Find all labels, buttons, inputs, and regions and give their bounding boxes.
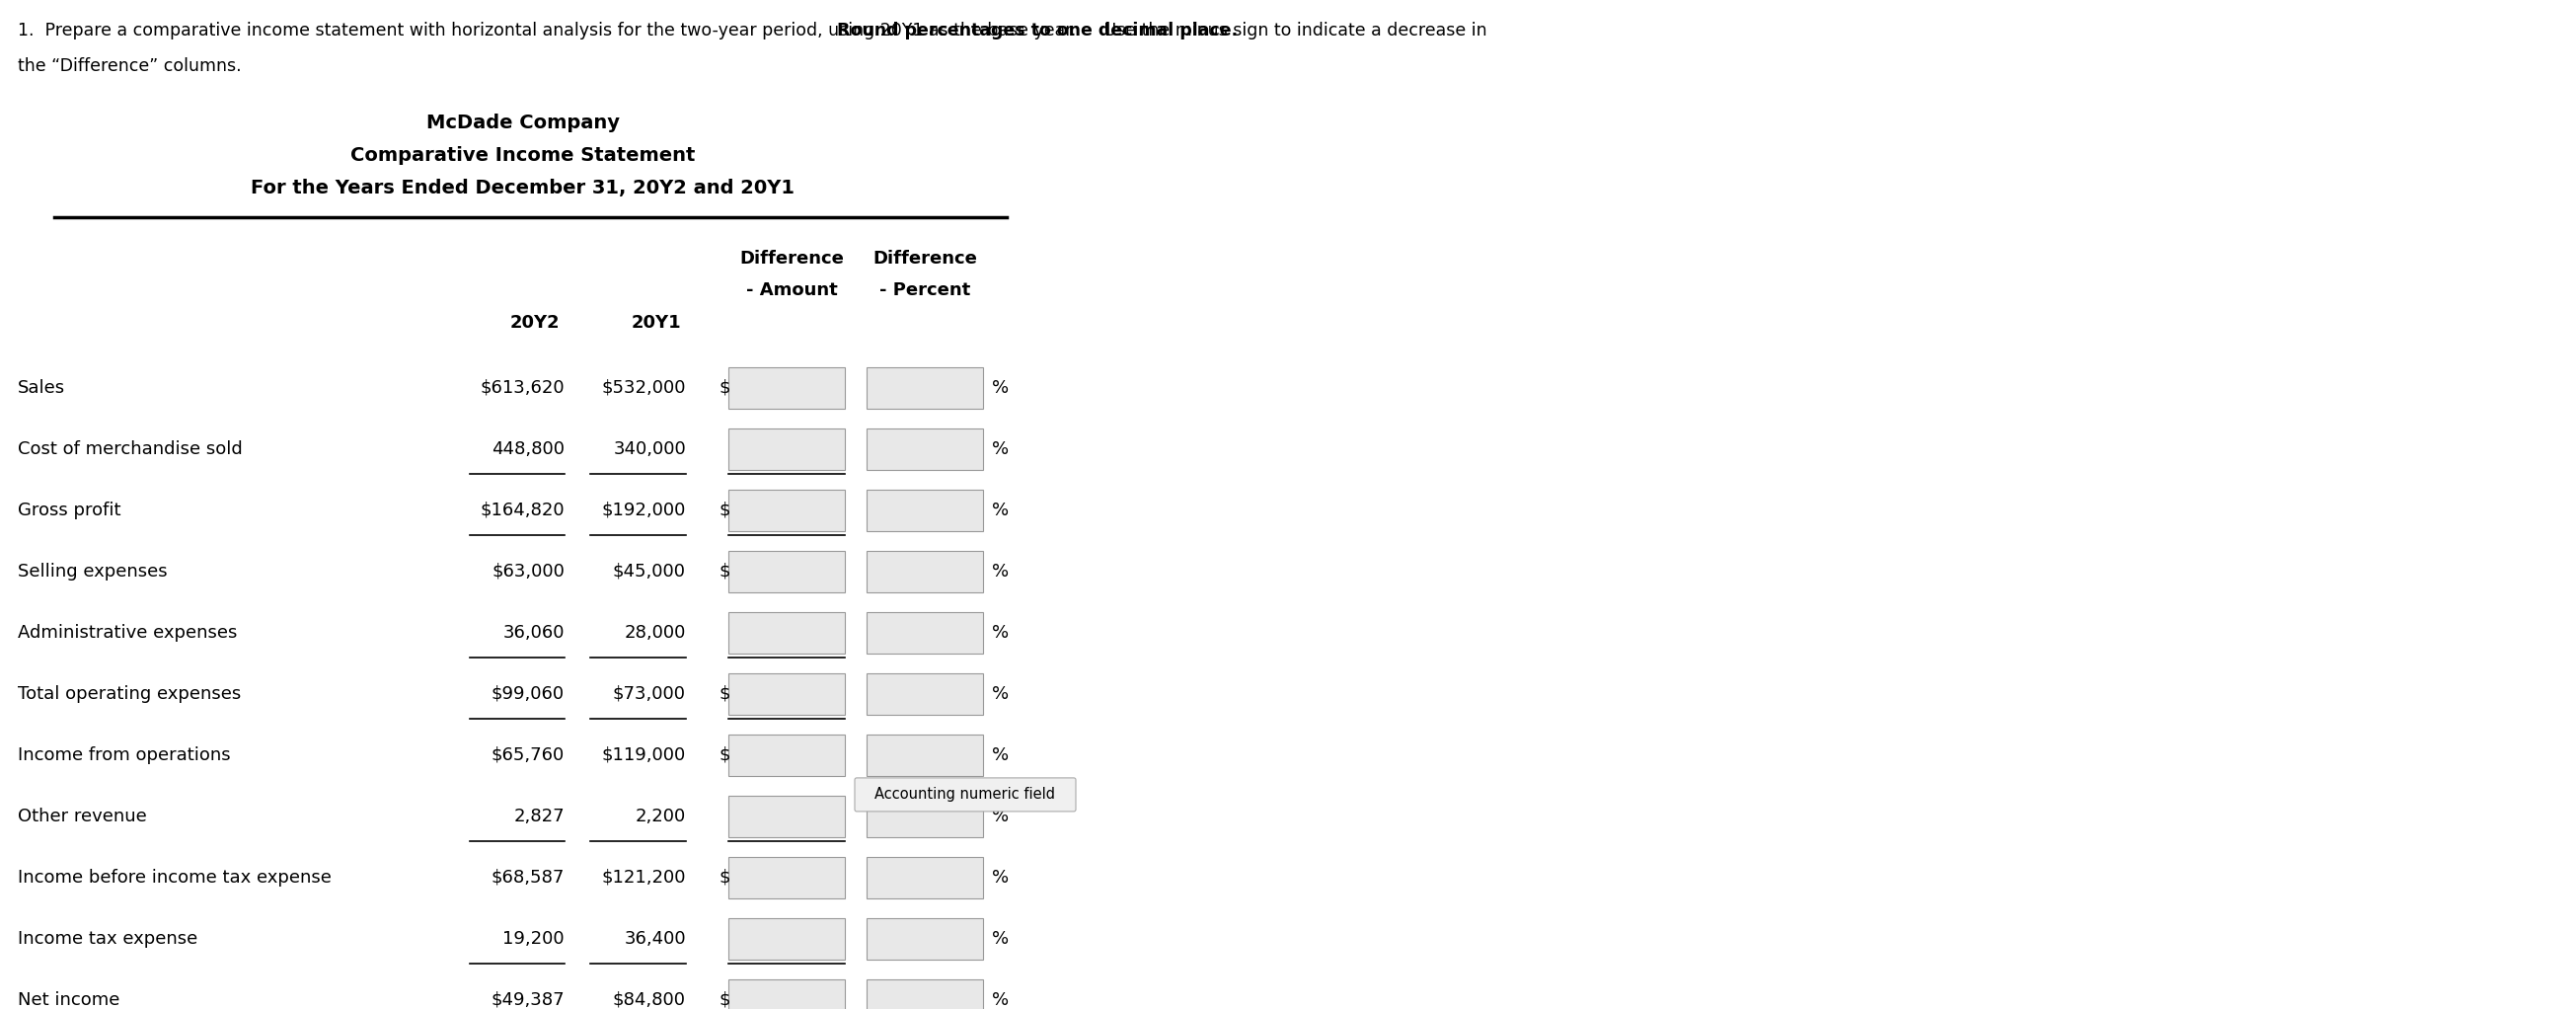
Text: $119,000: $119,000 (603, 747, 685, 764)
Bar (866, 918, 984, 960)
Text: $121,200: $121,200 (603, 869, 685, 887)
Text: $192,000: $192,000 (603, 501, 685, 520)
Text: Net income: Net income (18, 991, 121, 1009)
Bar (866, 489, 984, 531)
Text: Difference: Difference (739, 250, 845, 267)
Bar (866, 857, 984, 898)
Text: McDade Company: McDade Company (428, 114, 621, 132)
Bar (729, 429, 845, 470)
Bar (729, 980, 845, 1009)
Text: Gross profit: Gross profit (18, 501, 121, 520)
Text: 28,000: 28,000 (623, 624, 685, 642)
Bar (866, 980, 984, 1009)
Text: %: % (992, 685, 1010, 703)
Text: Income before income tax expense: Income before income tax expense (18, 869, 332, 887)
Bar (729, 551, 845, 592)
Text: 20Y1: 20Y1 (631, 314, 680, 332)
Text: Selling expenses: Selling expenses (18, 563, 167, 580)
Text: Use the minus sign to indicate a decrease in: Use the minus sign to indicate a decreas… (1097, 22, 1486, 39)
Text: 36,400: 36,400 (623, 930, 685, 947)
Text: %: % (992, 563, 1010, 580)
Text: $: $ (719, 747, 729, 764)
Bar (729, 367, 845, 409)
Text: For the Years Ended December 31, 20Y2 and 20Y1: For the Years Ended December 31, 20Y2 an… (252, 179, 796, 198)
Text: 448,800: 448,800 (492, 440, 564, 458)
Text: $99,060: $99,060 (492, 685, 564, 703)
Text: %: % (992, 379, 1010, 397)
Bar (729, 918, 845, 960)
Text: $: $ (719, 501, 729, 520)
Text: $84,800: $84,800 (613, 991, 685, 1009)
Text: Round percentages to one decimal place.: Round percentages to one decimal place. (837, 22, 1236, 39)
Bar (866, 551, 984, 592)
Text: $65,760: $65,760 (492, 747, 564, 764)
Text: $73,000: $73,000 (613, 685, 685, 703)
Text: $63,000: $63,000 (492, 563, 564, 580)
Bar (866, 367, 984, 409)
Text: $613,620: $613,620 (479, 379, 564, 397)
Text: $68,587: $68,587 (492, 869, 564, 887)
Text: %: % (992, 501, 1010, 520)
Text: $: $ (719, 685, 729, 703)
Text: Sales: Sales (18, 379, 64, 397)
Bar (866, 612, 984, 654)
Bar (729, 489, 845, 531)
Text: Administrative expenses: Administrative expenses (18, 624, 237, 642)
Text: %: % (992, 440, 1010, 458)
Bar (866, 796, 984, 837)
Bar (866, 429, 984, 470)
Text: $45,000: $45,000 (613, 563, 685, 580)
Text: 20Y2: 20Y2 (510, 314, 559, 332)
Text: Difference: Difference (873, 250, 976, 267)
Text: the “Difference” columns.: the “Difference” columns. (18, 58, 242, 75)
Text: 1.  Prepare a comparative income statement with horizontal analysis for the two-: 1. Prepare a comparative income statemen… (18, 22, 1082, 39)
Bar (729, 612, 845, 654)
Text: %: % (992, 869, 1010, 887)
Text: %: % (992, 807, 1010, 825)
Text: $164,820: $164,820 (479, 501, 564, 520)
Text: %: % (992, 747, 1010, 764)
Text: $532,000: $532,000 (603, 379, 685, 397)
Text: 2,827: 2,827 (513, 807, 564, 825)
Text: Income from operations: Income from operations (18, 747, 232, 764)
Text: $: $ (719, 379, 729, 397)
Text: - Amount: - Amount (747, 282, 837, 299)
Bar (729, 857, 845, 898)
Text: Income tax expense: Income tax expense (18, 930, 198, 947)
FancyBboxPatch shape (855, 778, 1077, 811)
Bar (729, 673, 845, 714)
Text: $49,387: $49,387 (492, 991, 564, 1009)
Text: %: % (992, 930, 1010, 947)
Bar (729, 796, 845, 837)
Text: Accounting numeric field: Accounting numeric field (876, 787, 1056, 802)
Text: $: $ (719, 991, 729, 1009)
Text: 19,200: 19,200 (502, 930, 564, 947)
Text: Total operating expenses: Total operating expenses (18, 685, 242, 703)
Text: $: $ (719, 869, 729, 887)
Text: 2,200: 2,200 (636, 807, 685, 825)
Text: Comparative Income Statement: Comparative Income Statement (350, 146, 696, 164)
Text: Other revenue: Other revenue (18, 807, 147, 825)
Text: 36,060: 36,060 (502, 624, 564, 642)
Text: Cost of merchandise sold: Cost of merchandise sold (18, 440, 242, 458)
Text: - Percent: - Percent (878, 282, 971, 299)
Bar (729, 735, 845, 776)
Text: %: % (992, 991, 1010, 1009)
Bar (866, 735, 984, 776)
Bar (866, 673, 984, 714)
Text: $: $ (719, 563, 729, 580)
Text: %: % (992, 624, 1010, 642)
Text: 340,000: 340,000 (613, 440, 685, 458)
